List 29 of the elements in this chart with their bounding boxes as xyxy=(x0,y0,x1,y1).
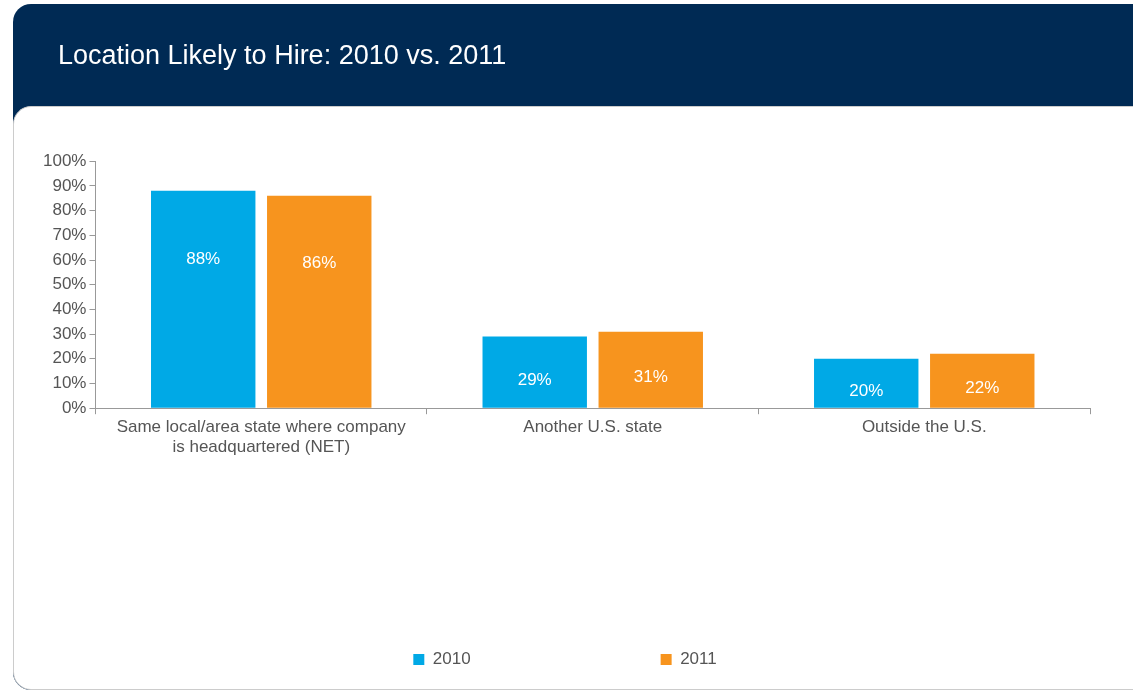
y-tick-label: 30% xyxy=(52,323,87,343)
x-tick-label: Same local/area state where company is headquartered (NET) xyxy=(116,417,407,457)
bar xyxy=(930,353,1035,408)
data-label: 20% xyxy=(849,380,884,400)
data-label: 22% xyxy=(965,378,1000,398)
y-tick-label: 50% xyxy=(52,274,87,294)
y-tick-label: 10% xyxy=(52,373,87,393)
bar xyxy=(814,358,919,408)
y-tick-label: 60% xyxy=(52,249,87,269)
y-tick-label: 70% xyxy=(52,224,87,244)
y-tick-label: 0% xyxy=(61,397,87,417)
legend-label: 2010 xyxy=(432,649,471,669)
bar xyxy=(482,336,587,408)
y-tick-label: 40% xyxy=(52,299,87,319)
legend-label: 2011 xyxy=(680,649,717,669)
x-tick-label: Outside the U.S. xyxy=(861,417,987,437)
x-tick-label: Another U.S. state xyxy=(523,417,663,437)
data-label: 29% xyxy=(517,369,552,389)
data-label: 88% xyxy=(186,248,221,268)
y-tick-label: 20% xyxy=(52,348,87,368)
bar xyxy=(598,331,703,408)
chart-title: Location Likely to Hire: 2010 vs. 2011 xyxy=(58,40,507,71)
data-label: 86% xyxy=(302,253,337,273)
bar xyxy=(267,195,372,408)
y-tick-label: 100% xyxy=(43,150,87,170)
y-tick-label: 90% xyxy=(52,175,87,195)
bar xyxy=(151,190,256,408)
data-label: 31% xyxy=(633,367,668,387)
y-tick-label: 80% xyxy=(52,200,87,220)
